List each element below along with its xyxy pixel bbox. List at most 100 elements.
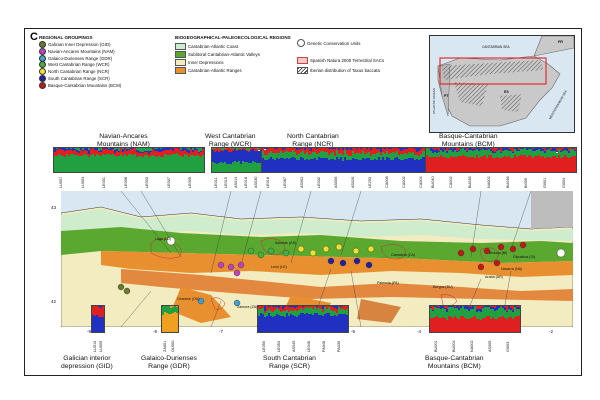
structure-bar xyxy=(198,156,200,172)
structure-bar xyxy=(292,306,294,307)
lon-tick: -4 xyxy=(417,329,422,334)
structure-bar xyxy=(470,318,472,332)
structure-bar xyxy=(228,163,230,172)
structure-bar xyxy=(176,153,178,172)
structure-bar xyxy=(278,148,280,153)
structure-bar xyxy=(380,152,382,156)
structure-bar xyxy=(390,149,392,153)
structure-bar xyxy=(448,307,450,316)
structure-bar xyxy=(278,307,280,310)
structure-bar xyxy=(64,150,66,157)
structure-bar xyxy=(288,311,290,316)
structure-bar xyxy=(434,149,436,152)
site-label: LE016 xyxy=(244,177,248,188)
structure-bar xyxy=(332,152,334,160)
structure-bar xyxy=(324,313,326,332)
structure-bar xyxy=(220,148,222,152)
structure-bar xyxy=(202,155,204,172)
structure-bar xyxy=(492,151,494,154)
structure-bar xyxy=(346,148,348,150)
structure-bar xyxy=(274,152,276,160)
structure-bar xyxy=(456,318,458,332)
structure-bar xyxy=(266,315,268,332)
structure-bar xyxy=(138,152,140,156)
structure-bar xyxy=(122,152,124,157)
structure-bar xyxy=(468,150,470,157)
structure-bar xyxy=(388,149,390,154)
structure-bar xyxy=(460,155,462,172)
structure-bar xyxy=(274,306,276,307)
structure-bar xyxy=(420,154,422,160)
structure-bar xyxy=(158,156,160,172)
structure-bar xyxy=(306,148,308,153)
structure-bar xyxy=(214,148,216,150)
structure-bar xyxy=(242,161,244,172)
structure-bar xyxy=(302,158,304,172)
structure-bar xyxy=(270,157,272,172)
structure-bar xyxy=(560,150,562,153)
groupings-title: REGIONAL GROUPINGS xyxy=(39,35,93,40)
structure-bar xyxy=(546,148,548,150)
structure-bar xyxy=(258,150,260,164)
structure-bar xyxy=(572,155,574,172)
structure-bar xyxy=(298,310,300,316)
site-label: OU001 xyxy=(171,339,176,352)
structure-bar xyxy=(430,148,432,151)
region-swatch-icon xyxy=(175,43,186,50)
structure-bar xyxy=(158,151,160,157)
structure-bar xyxy=(264,160,266,172)
structure-bar xyxy=(276,148,278,150)
structure-bar xyxy=(110,148,112,150)
structure-bar xyxy=(470,308,472,319)
structure-bar xyxy=(296,154,298,160)
structure-bar xyxy=(324,158,326,172)
structure-bar xyxy=(320,306,322,310)
structure-bar xyxy=(302,309,304,314)
structure-bar xyxy=(472,316,474,332)
structure-bar xyxy=(126,148,128,151)
city-burgos: Burgos (BU) xyxy=(433,285,453,289)
structure-bar xyxy=(254,148,256,151)
structure-bar xyxy=(538,148,540,156)
structure-bar xyxy=(254,162,256,172)
structure-bar xyxy=(142,152,144,154)
structure-bar xyxy=(100,152,102,156)
structure-bar xyxy=(482,148,484,150)
structure-bar xyxy=(322,316,324,332)
structure-bar xyxy=(76,154,78,172)
inset-label-fr: FR xyxy=(558,40,563,44)
structure-bar xyxy=(544,157,546,172)
structure-bar xyxy=(280,306,282,312)
structure-bar xyxy=(60,148,62,149)
structure-bar xyxy=(488,306,490,308)
structure-bar xyxy=(500,151,502,153)
structure-bar xyxy=(494,318,496,332)
structure-bar xyxy=(476,148,478,150)
structure-bar xyxy=(336,306,338,309)
structure-bar xyxy=(234,148,236,161)
structure-bar xyxy=(168,150,170,155)
structure-bar xyxy=(518,316,520,332)
structure-bar xyxy=(446,151,448,154)
structure-bar xyxy=(300,308,302,314)
structure-bar xyxy=(54,155,56,172)
structure-bar xyxy=(96,315,98,332)
region-0: Cantabrian-Atlantic Coast xyxy=(175,43,238,50)
structure-bar xyxy=(358,159,360,172)
structure-bar xyxy=(232,149,234,151)
structure-bar xyxy=(410,148,412,153)
structure-bar xyxy=(302,313,304,332)
structure-bar xyxy=(470,157,472,172)
structure-bar xyxy=(146,150,148,152)
structure-bar xyxy=(486,148,488,150)
structure-bar xyxy=(340,309,342,314)
structure-bar xyxy=(176,148,178,154)
structure-bar xyxy=(564,154,566,172)
structure-bar xyxy=(506,306,508,311)
structure-bar xyxy=(140,152,142,157)
structure-bar xyxy=(98,306,100,308)
structure-bar xyxy=(118,152,120,156)
structure-bar xyxy=(498,306,500,309)
structure-bar xyxy=(554,148,556,151)
structure-bar xyxy=(140,151,142,153)
